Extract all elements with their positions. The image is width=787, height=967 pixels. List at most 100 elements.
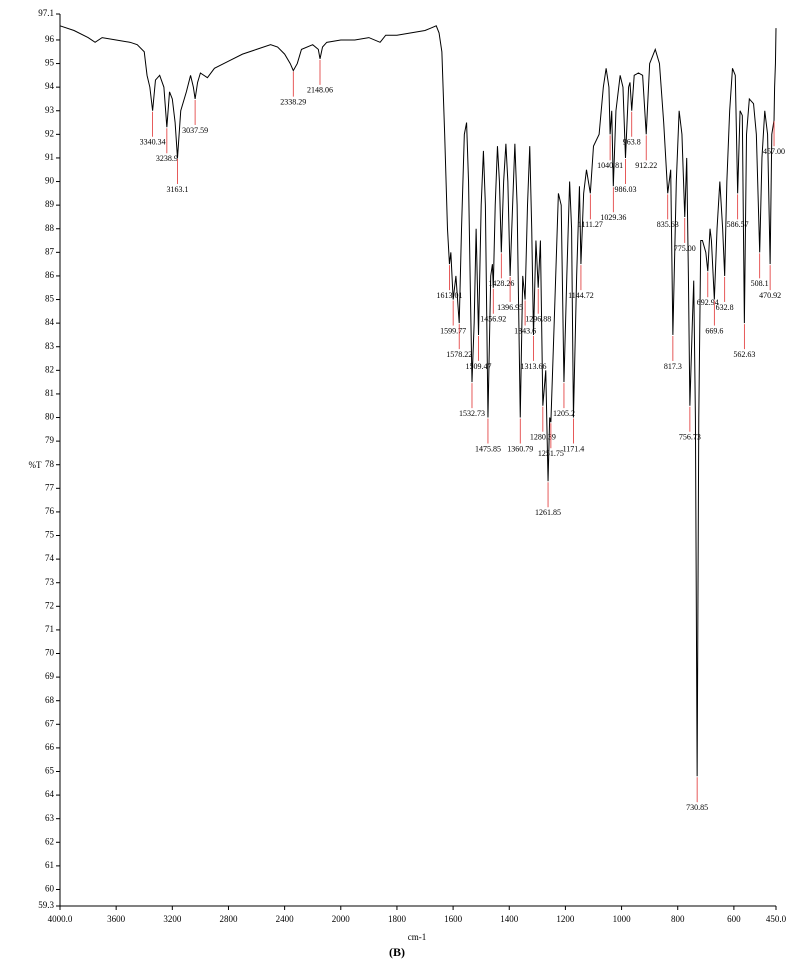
y-tick-label: 86	[45, 270, 55, 280]
x-tick-label: 2000	[332, 914, 351, 924]
peak-label: 1343.6	[514, 326, 536, 335]
peak-label: 1360.79	[507, 444, 533, 453]
peak-label: 1144.72	[568, 291, 594, 300]
y-tick-label: 69	[45, 671, 55, 681]
peak-label: 1456.92	[480, 315, 506, 324]
y-tick-label: 60	[45, 884, 55, 894]
y-tick-label: 87	[45, 246, 55, 256]
y-tick-label: 83	[45, 341, 55, 351]
peak-label: 1296.88	[525, 315, 551, 324]
x-tick-label: 3600	[107, 914, 126, 924]
y-tick-label: 73	[45, 577, 55, 587]
y-tick-label: 65	[45, 766, 55, 776]
y-tick-label: 84	[45, 317, 55, 327]
peak-label: 3037.59	[182, 126, 208, 135]
peak-label: 1313.66	[520, 362, 546, 371]
y-tick-label: 59.3	[38, 900, 54, 910]
y-tick-label: 96	[45, 34, 55, 44]
y-tick-label: 67	[45, 718, 55, 728]
peak-label: 1509.47	[466, 362, 492, 371]
y-tick-label: 90	[45, 176, 55, 186]
peak-label: 1613.01	[436, 291, 462, 300]
peak-label: 1428.26	[488, 279, 514, 288]
y-tick-label: 70	[45, 648, 55, 658]
peak-label: 1532.73	[459, 409, 485, 418]
peak-label: 3238.9	[156, 154, 178, 163]
peak-label: 508.1	[751, 279, 769, 288]
peak-label: 562.63	[733, 350, 755, 359]
x-axis-label: cm-1	[408, 932, 427, 942]
peak-label: 817.3	[664, 362, 682, 371]
y-tick-label: 88	[45, 223, 55, 233]
x-tick-label: 4000.0	[48, 914, 73, 924]
peak-label: 986.03	[614, 185, 636, 194]
x-tick-label: 2400	[276, 914, 295, 924]
peak-label: 470.92	[759, 291, 781, 300]
y-tick-label: 64	[45, 789, 55, 799]
y-tick-label: 92	[45, 128, 54, 138]
peak-label: 2338.29	[280, 97, 306, 106]
y-tick-label: 80	[45, 412, 55, 422]
y-tick-label: 79	[45, 435, 55, 445]
peak-label: 632.8	[716, 303, 734, 312]
peak-label: 692.94	[697, 298, 719, 307]
peak-label: 1205.2	[553, 409, 575, 418]
peak-label: 1396.95	[497, 303, 523, 312]
y-tick-label: 97.1	[38, 8, 54, 18]
x-tick-label: 1800	[388, 914, 407, 924]
y-tick-label: 63	[45, 813, 55, 823]
x-tick-label: 2800	[219, 914, 238, 924]
x-tick-label: 450.0	[766, 914, 787, 924]
peak-label: 1251.75	[538, 449, 564, 458]
x-tick-label: 3200	[163, 914, 182, 924]
x-tick-label: 1600	[444, 914, 463, 924]
caption: (B)	[389, 945, 405, 959]
peak-label: 1261.85	[535, 508, 561, 517]
y-tick-label: 78	[45, 459, 55, 469]
peak-label: 730.85	[686, 803, 708, 812]
y-tick-label: 62	[45, 836, 54, 846]
y-tick-label: 81	[45, 388, 54, 398]
peak-label: 1029.36	[600, 213, 626, 222]
y-tick-label: 68	[45, 695, 55, 705]
y-tick-label: 61	[45, 860, 54, 870]
y-tick-label: 94	[45, 81, 55, 91]
x-tick-label: 1400	[500, 914, 519, 924]
y-tick-label: 93	[45, 105, 55, 115]
y-tick-label: 89	[45, 199, 55, 209]
peak-label: 835.63	[657, 220, 679, 229]
peak-label: 3340.34	[140, 138, 166, 147]
peak-label: 3163.1	[166, 185, 188, 194]
y-tick-label: 71	[45, 624, 54, 634]
y-tick-label: 85	[45, 294, 55, 304]
y-tick-label: 95	[45, 58, 55, 68]
y-tick-label: 77	[45, 482, 55, 492]
x-tick-label: 1000	[613, 914, 632, 924]
peak-label: 669.6	[705, 326, 723, 335]
peak-label: 457.00	[763, 147, 785, 156]
peak-label: 1475.85	[475, 444, 501, 453]
peak-label: 586.57	[727, 220, 749, 229]
peak-label: 2148.06	[307, 86, 333, 95]
y-tick-label: 82	[45, 364, 54, 374]
y-tick-label: 72	[45, 600, 54, 610]
y-tick-label: 74	[45, 553, 55, 563]
x-tick-label: 800	[671, 914, 685, 924]
peak-label: 756.73	[679, 433, 701, 442]
peak-label: 1280.39	[530, 433, 556, 442]
x-tick-label: 600	[727, 914, 741, 924]
y-axis-label: %T	[29, 460, 42, 470]
peak-label: 1040.81	[597, 161, 623, 170]
peak-label: 1578.22	[446, 350, 472, 359]
spectrum-line	[59, 25, 777, 777]
x-tick-label: 1200	[556, 914, 575, 924]
peak-label: 912.22	[635, 161, 657, 170]
peak-label: 1599.77	[440, 326, 466, 335]
peak-label: 775.00	[674, 244, 696, 253]
y-tick-label: 66	[45, 742, 55, 752]
peak-label: 1171.4	[563, 444, 585, 453]
y-tick-label: 91	[45, 152, 54, 162]
peak-label: 963.8	[623, 138, 641, 147]
y-tick-label: 75	[45, 530, 55, 540]
